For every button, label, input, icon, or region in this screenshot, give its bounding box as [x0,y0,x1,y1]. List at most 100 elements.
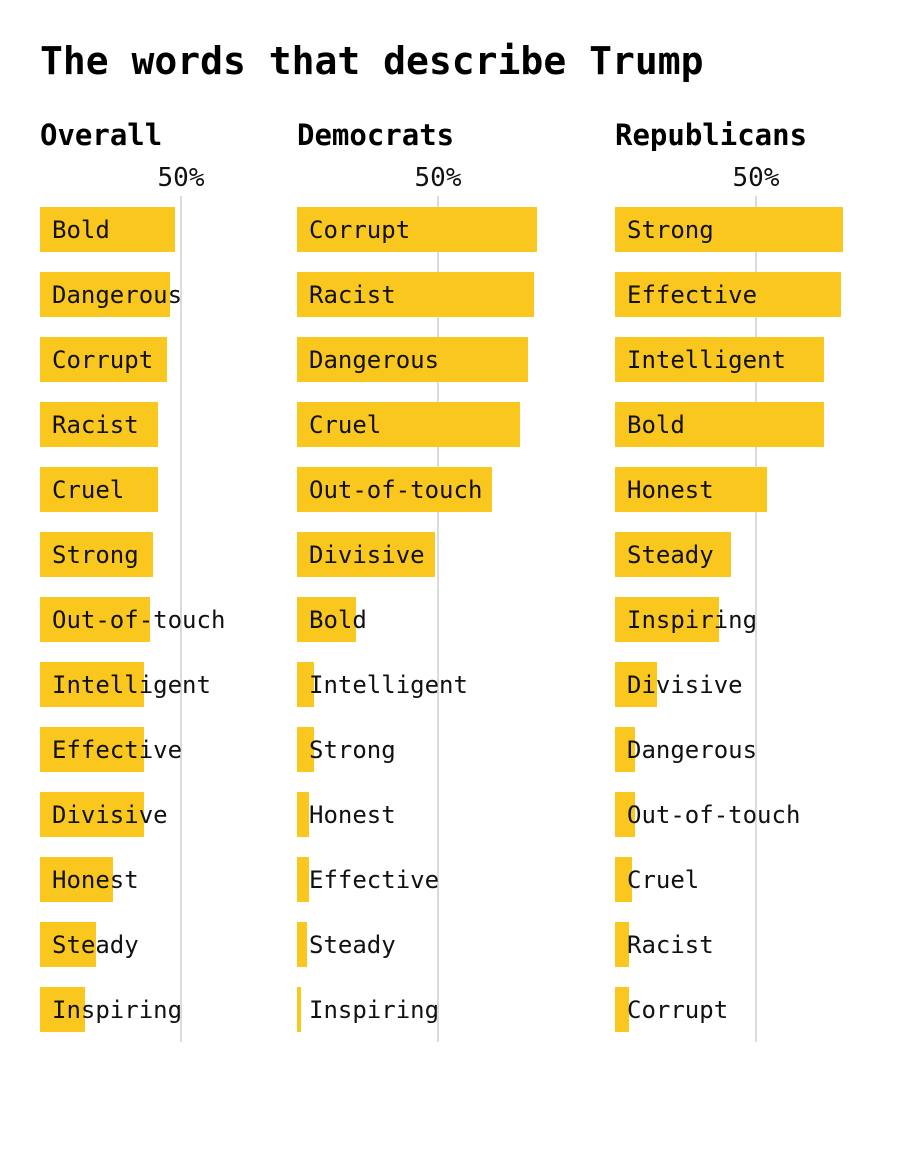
bar [297,922,308,967]
bar-label: Corrupt [52,345,154,374]
bar [40,272,170,317]
bar-label: Steady [52,930,139,959]
bar-label: Intelligent [627,345,786,374]
bar [615,727,635,772]
bar [40,402,159,447]
bar [40,727,145,772]
column-header: Democrats [297,118,455,152]
bar [40,597,150,642]
bar-label: Honest [52,865,139,894]
bar-label: Strong [627,215,714,244]
bar-row: Cruel [40,467,325,512]
bar-label: Dangerous [52,280,183,309]
bar-row: Strong [615,207,900,252]
bar-label: Out-of-touch [52,605,226,634]
bar [615,207,844,252]
bar-row: Corrupt [297,207,582,252]
bar-list: Strong Effective Intelligent Bold Honest Stea… [615,207,900,1052]
bar-label: Intelligent [52,670,211,699]
bar-row: Out-of-touch [615,792,900,837]
bar-row: Effective [615,272,900,317]
bar [297,532,436,577]
bar-row: Dangerous [297,337,582,382]
bar-label: Inspiring [309,995,440,1024]
bar [40,207,176,252]
bar-row: Inspiring [40,987,325,1032]
bar-row: Effective [40,727,325,772]
bar-label: Honest [309,800,396,829]
bar-label: Strong [309,735,396,764]
bar [297,402,520,447]
bar [615,922,630,967]
bar-row: Racist [40,402,325,447]
bar-list: Bold Dangerous Corrupt Racist Cruel Strong Out… [40,207,325,1052]
bar-list: Corrupt Racist Dangerous Cruel Out-of-touch D… [297,207,582,1052]
axis-tick-label: 50% [414,163,462,193]
column-header: Republicans [615,118,808,152]
column-header: Overall [40,118,163,152]
bar-label: Out-of-touch [309,475,483,504]
bar-label: Racist [309,280,396,309]
bar-row: Strong [40,532,325,577]
bar [40,467,159,512]
bar-label: Corrupt [309,215,411,244]
bar-row: Steady [40,922,325,967]
bar-label: Inspiring [627,605,758,634]
bar [297,272,534,317]
bar [297,987,302,1032]
bar-row: Divisive [615,662,900,707]
column-overall: Overall 50% Bold Dangerous Corrupt Racist Crue… [40,0,325,1168]
bar-row: Cruel [615,857,900,902]
bar-label: Bold [309,605,367,634]
bar-label: Divisive [627,670,743,699]
bar [297,857,310,902]
bar-row: Bold [615,402,900,447]
bar-label: Out-of-touch [627,800,801,829]
bar [40,662,145,707]
bar-label: Steady [627,540,714,569]
bar [615,987,630,1032]
bar-row: Racist [615,922,900,967]
page-title: The words that describe Trump [40,39,704,83]
bar-label: Corrupt [627,995,729,1024]
bar-row: Intelligent [615,337,900,382]
bar-label: Strong [52,540,139,569]
bar-label: Cruel [52,475,125,504]
bar-label: Intelligent [309,670,468,699]
bar [297,792,310,837]
bar [615,792,635,837]
bar-label: Steady [309,930,396,959]
bar [615,272,841,317]
bar-row: Divisive [40,792,325,837]
bar-label: Effective [52,735,183,764]
bar-row: Inspiring [615,597,900,642]
bar-row: Corrupt [615,987,900,1032]
bar-row: Racist [297,272,582,317]
bar-label: Bold [52,215,110,244]
bar-row: Out-of-touch [40,597,325,642]
bar-label: Divisive [309,540,425,569]
axis-gridline [180,196,182,1042]
bar-label: Inspiring [52,995,183,1024]
bar-label: Dangerous [309,345,440,374]
bar-row: Steady [297,922,582,967]
bar-label: Effective [309,865,440,894]
bar-label: Cruel [309,410,382,439]
bar [615,532,731,577]
bar [615,857,632,902]
axis-gridline [755,196,757,1042]
bar-label: Divisive [52,800,168,829]
bar-label: Honest [627,475,714,504]
bar [297,597,357,642]
bar-row: Inspiring [297,987,582,1032]
bar [615,337,824,382]
axis-tick-label: 50% [732,163,780,193]
bar-label: Cruel [627,865,700,894]
bar-label: Racist [627,930,714,959]
bar-row: Divisive [297,532,582,577]
bar-row: Honest [615,467,900,512]
bar-row: Cruel [297,402,582,447]
bar [615,402,824,447]
axis-tick-label: 50% [157,163,205,193]
